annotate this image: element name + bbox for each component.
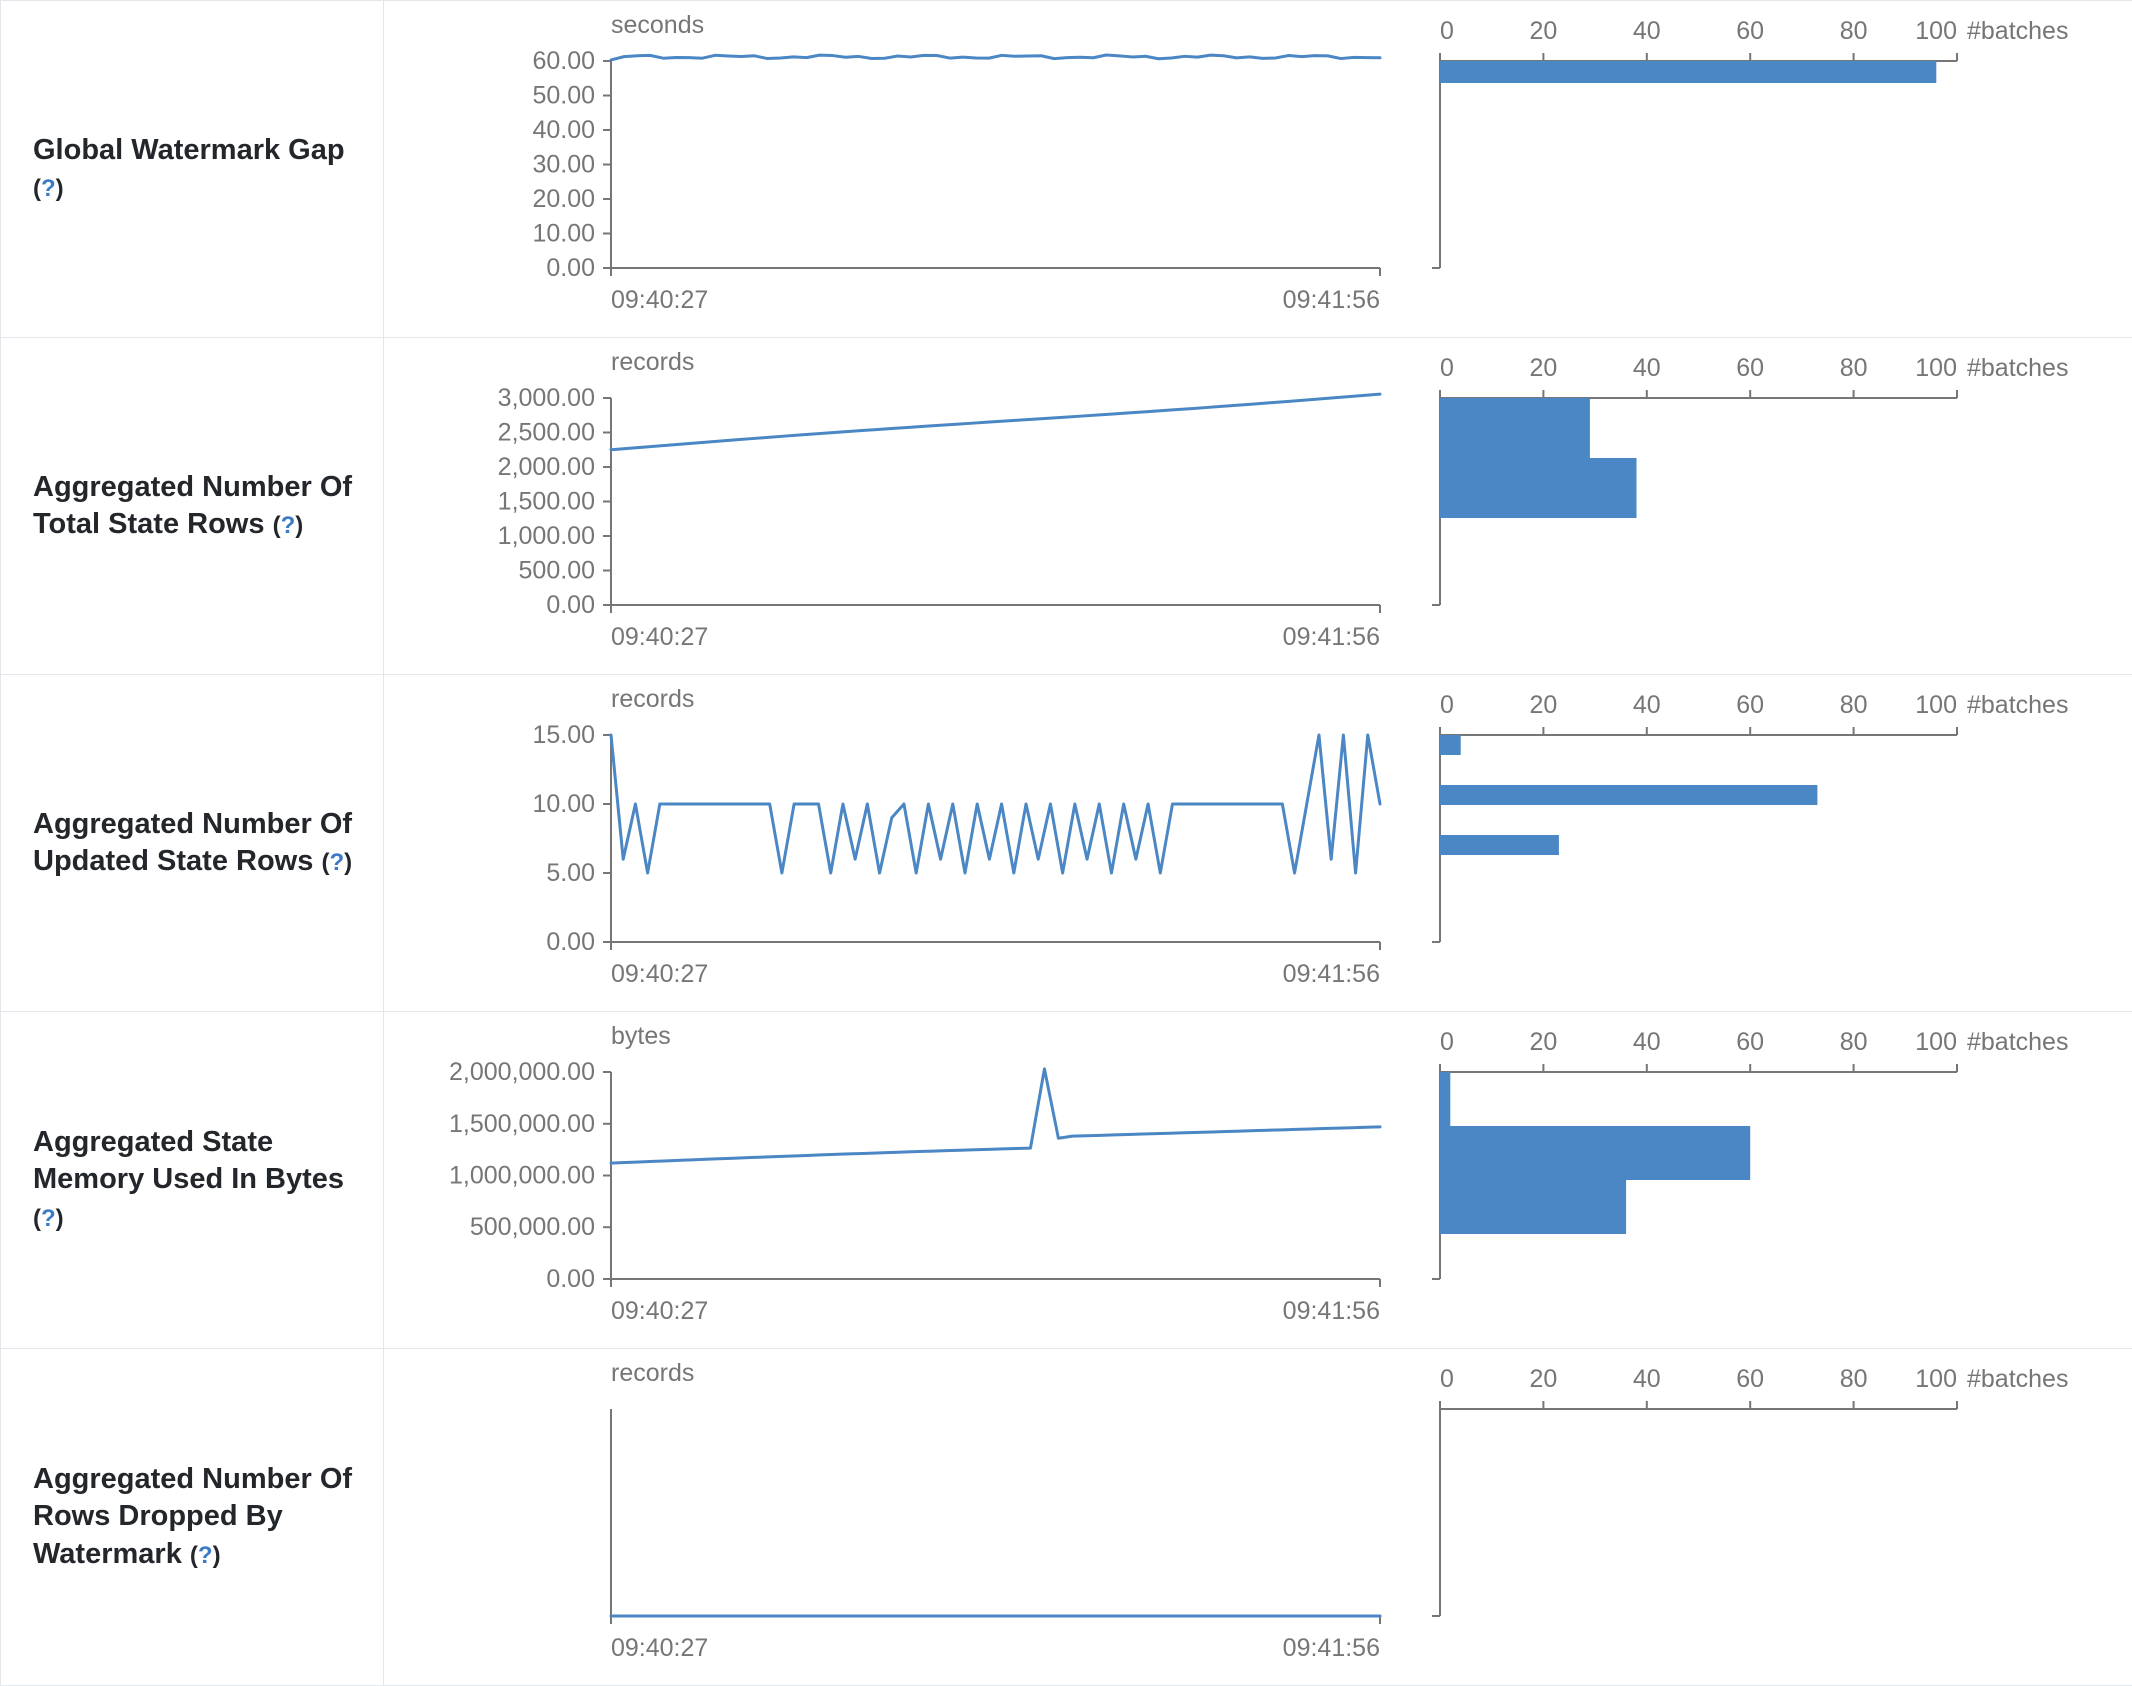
svg-text:records: records [611, 348, 694, 376]
svg-text:09:41:56: 09:41:56 [1283, 623, 1380, 651]
svg-text:2,000,000.00: 2,000,000.00 [449, 1058, 595, 1086]
svg-text:0: 0 [1440, 17, 1454, 45]
svg-text:1,000,000.00: 1,000,000.00 [449, 1162, 595, 1190]
svg-text:1,500.00: 1,500.00 [498, 488, 595, 516]
svg-text:bytes: bytes [611, 1022, 671, 1050]
svg-text:20: 20 [1529, 354, 1557, 382]
svg-text:40: 40 [1633, 691, 1661, 719]
svg-text:10.00: 10.00 [532, 790, 595, 818]
svg-text:50.00: 50.00 [532, 82, 595, 110]
svg-text:40: 40 [1633, 1365, 1661, 1393]
svg-text:09:40:27: 09:40:27 [611, 286, 708, 314]
svg-text:0.00: 0.00 [546, 1265, 595, 1293]
svg-text:seconds: seconds [611, 11, 704, 39]
svg-text:80: 80 [1840, 1365, 1868, 1393]
svg-text:80: 80 [1840, 1028, 1868, 1056]
svg-text:#batches: #batches [1967, 17, 2068, 45]
svg-text:09:40:27: 09:40:27 [611, 1297, 708, 1325]
svg-text:09:40:27: 09:40:27 [611, 623, 708, 651]
svg-text:20: 20 [1529, 1028, 1557, 1056]
svg-text:0: 0 [1440, 354, 1454, 382]
svg-text:#batches: #batches [1967, 1028, 2068, 1056]
svg-text:1,000.00: 1,000.00 [498, 522, 595, 550]
svg-text:#batches: #batches [1967, 691, 2068, 719]
svg-text:09:41:56: 09:41:56 [1283, 960, 1380, 988]
svg-text:100: 100 [1915, 17, 1957, 45]
svg-text:3,000.00: 3,000.00 [498, 384, 595, 412]
svg-text:60: 60 [1736, 354, 1764, 382]
svg-text:#batches: #batches [1967, 354, 2068, 382]
svg-text:5.00: 5.00 [546, 859, 595, 887]
svg-text:0: 0 [1440, 1365, 1454, 1393]
svg-text:40.00: 40.00 [532, 116, 595, 144]
svg-text:60: 60 [1736, 1028, 1764, 1056]
svg-text:60: 60 [1736, 1365, 1764, 1393]
svg-text:09:41:56: 09:41:56 [1283, 1297, 1380, 1325]
svg-text:80: 80 [1840, 691, 1868, 719]
svg-text:80: 80 [1840, 354, 1868, 382]
svg-text:20: 20 [1529, 691, 1557, 719]
svg-text:09:41:56: 09:41:56 [1283, 1634, 1380, 1662]
svg-text:20: 20 [1529, 1365, 1557, 1393]
svg-text:10.00: 10.00 [532, 220, 595, 248]
svg-text:09:41:56: 09:41:56 [1283, 286, 1380, 314]
svg-text:0.00: 0.00 [546, 254, 595, 282]
svg-text:09:40:27: 09:40:27 [611, 960, 708, 988]
svg-text:100: 100 [1915, 354, 1957, 382]
svg-text:30.00: 30.00 [532, 151, 595, 179]
svg-text:0.00: 0.00 [546, 591, 595, 619]
svg-text:#batches: #batches [1967, 1365, 2068, 1393]
svg-text:80: 80 [1840, 17, 1868, 45]
svg-text:1,500,000.00: 1,500,000.00 [449, 1110, 595, 1138]
svg-text:20.00: 20.00 [532, 185, 595, 213]
svg-text:09:40:27: 09:40:27 [611, 1634, 708, 1662]
svg-text:2,000.00: 2,000.00 [498, 453, 595, 481]
svg-text:records: records [611, 685, 694, 713]
svg-text:40: 40 [1633, 354, 1661, 382]
svg-text:20: 20 [1529, 17, 1557, 45]
svg-text:2,500.00: 2,500.00 [498, 419, 595, 447]
svg-text:0.00: 0.00 [546, 928, 595, 956]
svg-text:100: 100 [1915, 691, 1957, 719]
svg-text:500.00: 500.00 [519, 557, 595, 585]
svg-text:500,000.00: 500,000.00 [470, 1213, 595, 1241]
svg-text:40: 40 [1633, 1028, 1661, 1056]
svg-text:60: 60 [1736, 691, 1764, 719]
svg-text:0: 0 [1440, 1028, 1454, 1056]
svg-text:60: 60 [1736, 17, 1764, 45]
svg-text:15.00: 15.00 [532, 721, 595, 749]
svg-text:40: 40 [1633, 17, 1661, 45]
svg-text:100: 100 [1915, 1365, 1957, 1393]
svg-text:60.00: 60.00 [532, 47, 595, 75]
svg-text:100: 100 [1915, 1028, 1957, 1056]
svg-text:0: 0 [1440, 691, 1454, 719]
svg-text:records: records [611, 1359, 694, 1387]
